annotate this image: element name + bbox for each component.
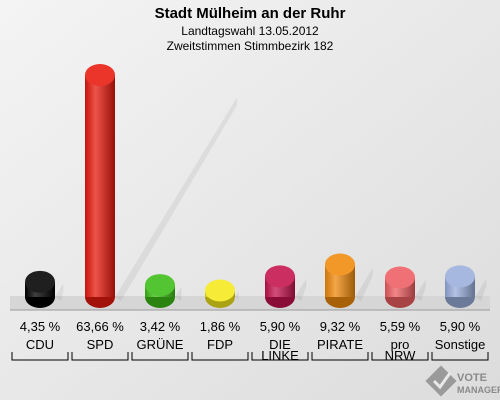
bar-fdp bbox=[205, 279, 241, 308]
bars-group bbox=[25, 64, 487, 308]
value-label: 63,66 % bbox=[76, 319, 124, 334]
category-label: CDU bbox=[26, 337, 54, 352]
category-label: GRÜNE bbox=[137, 337, 184, 352]
bar-die-linke bbox=[265, 265, 307, 308]
category-bracket bbox=[311, 352, 369, 361]
vote-manager-logo: VOTE MANAGER bbox=[425, 365, 500, 397]
category-label: DIE bbox=[269, 337, 291, 352]
logo-text-vote: VOTE bbox=[457, 372, 487, 384]
bar-shadow bbox=[55, 283, 64, 301]
bar-shadow bbox=[355, 267, 373, 301]
bar-top bbox=[265, 265, 295, 288]
category-bracket bbox=[251, 352, 309, 361]
bar-spd bbox=[85, 64, 238, 308]
bar-shadow bbox=[235, 291, 241, 301]
category-label: pro bbox=[391, 337, 410, 352]
category-bracket bbox=[71, 352, 129, 361]
bar-top bbox=[205, 279, 235, 302]
category-label: SPD bbox=[87, 337, 114, 352]
bar-body bbox=[85, 75, 115, 297]
logo-text-manager: MANAGER bbox=[457, 385, 500, 395]
bar-shadow bbox=[475, 278, 487, 301]
value-label: 5,90 % bbox=[260, 319, 301, 334]
category-label: PIRATE bbox=[317, 337, 363, 352]
category-label: NRW bbox=[385, 348, 417, 363]
category-bracket bbox=[11, 352, 69, 361]
value-labels-group: 4,35 % 63,66 % 3,42 % 1,86 % 5,90 % 9,32 % 5,5… bbox=[20, 319, 481, 334]
category-label: LINKE bbox=[261, 348, 299, 363]
bar-shadow bbox=[115, 97, 238, 301]
category-bracket bbox=[371, 352, 429, 361]
category-bracket bbox=[131, 352, 189, 361]
value-label: 5,90 % bbox=[440, 319, 481, 334]
bar-top bbox=[445, 265, 475, 288]
category-bracket bbox=[191, 352, 249, 361]
chart-subtitle-district: Zweitstimmen Stimmbezirk 182 bbox=[167, 39, 334, 53]
bar-shadow bbox=[415, 279, 426, 301]
bar-shadow bbox=[295, 278, 307, 301]
category-label: Sonstige bbox=[435, 337, 486, 352]
bar-top bbox=[385, 266, 415, 289]
checkmark-ballot-icon bbox=[425, 365, 457, 397]
bar-sonstige bbox=[445, 265, 487, 308]
bar-top bbox=[25, 270, 55, 293]
bar-pirate bbox=[325, 253, 373, 308]
bar-top bbox=[85, 64, 115, 86]
chart-title: Stadt Mülheim an der Ruhr bbox=[155, 5, 346, 22]
bar-pro-nrw bbox=[385, 266, 426, 308]
chart-subtitle-date: Landtagswahl 13.05.2012 bbox=[181, 24, 319, 38]
value-label: 1,86 % bbox=[200, 319, 241, 334]
bar-grüne bbox=[145, 274, 182, 308]
value-label: 4,35 % bbox=[20, 319, 61, 334]
category-bracket bbox=[431, 352, 489, 361]
bar-top bbox=[325, 253, 355, 276]
bar-top bbox=[145, 274, 175, 297]
value-label: 5,59 % bbox=[380, 319, 421, 334]
category-label: FDP bbox=[207, 337, 233, 352]
bar-shadow bbox=[175, 286, 182, 301]
chart-floor bbox=[10, 296, 490, 310]
value-label: 9,32 % bbox=[320, 319, 361, 334]
value-label: 3,42 % bbox=[140, 319, 181, 334]
bar-cdu bbox=[25, 270, 64, 308]
